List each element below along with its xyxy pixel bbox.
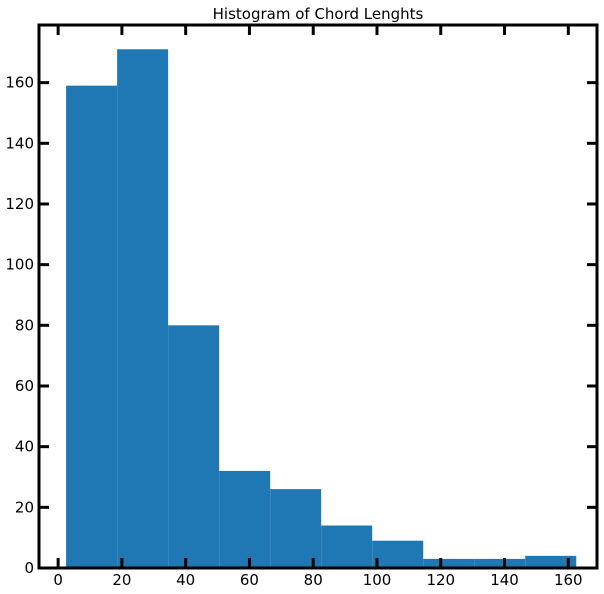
histogram-bar-9 bbox=[525, 555, 577, 568]
x-tick-label: 80 bbox=[304, 571, 323, 589]
x-tick-label: 20 bbox=[112, 571, 131, 589]
histogram-bar-6 bbox=[372, 540, 424, 568]
y-tick-label: 160 bbox=[5, 74, 34, 92]
histogram-bar-3 bbox=[219, 470, 271, 568]
y-tick-label: 120 bbox=[5, 195, 34, 213]
x-tick-label: 140 bbox=[490, 571, 519, 589]
histogram-bar-1 bbox=[117, 49, 169, 568]
y-tick-label: 80 bbox=[15, 316, 34, 334]
histogram-bar-5 bbox=[321, 525, 373, 568]
y-tick-label: 20 bbox=[15, 498, 34, 516]
y-tick-label: 60 bbox=[15, 377, 34, 395]
tick-labels-group: 0 20 40 60 80 100 120 140 160 0 20 40 60 80 100 120 140 1… bbox=[5, 74, 582, 589]
y-tick-label: 0 bbox=[24, 559, 34, 577]
histogram-bar-8 bbox=[474, 558, 526, 568]
x-tick-label: 120 bbox=[426, 571, 455, 589]
y-tick-label: 40 bbox=[15, 438, 34, 456]
x-tick-label: 40 bbox=[176, 571, 195, 589]
chart-title: Histogram of Chord Lenghts bbox=[213, 5, 424, 23]
histogram-bar-7 bbox=[423, 558, 475, 568]
histogram-bar-4 bbox=[270, 489, 322, 568]
x-tick-label: 160 bbox=[554, 571, 583, 589]
y-tick-label: 100 bbox=[5, 256, 34, 274]
y-tick-label: 140 bbox=[5, 134, 34, 152]
ticks-group bbox=[39, 25, 597, 570]
plot-frame bbox=[37, 23, 599, 570]
histogram-bar-2 bbox=[168, 325, 220, 568]
x-tick-label: 100 bbox=[363, 571, 392, 589]
x-tick-label: 60 bbox=[240, 571, 259, 589]
histogram-bar-0 bbox=[66, 85, 118, 569]
x-tick-label: 0 bbox=[53, 571, 63, 589]
bars-group bbox=[66, 49, 577, 569]
